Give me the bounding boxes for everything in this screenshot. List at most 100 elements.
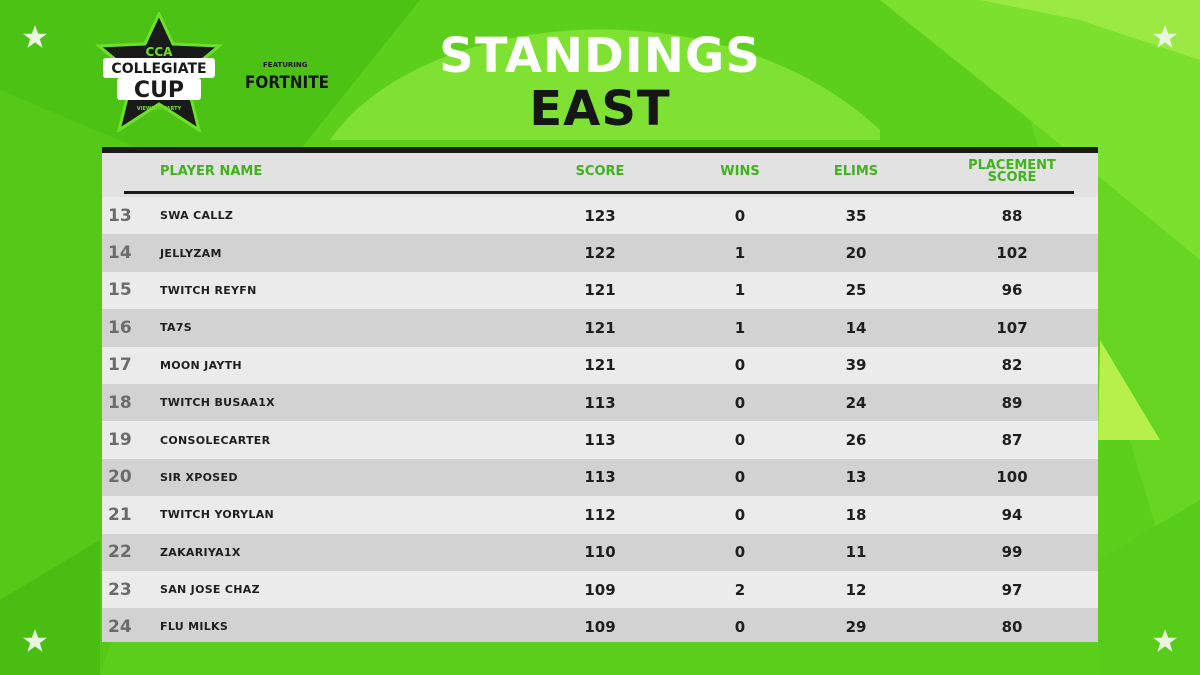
player-name-cell: CONSOLECARTER [160, 433, 271, 447]
fortnite-logo: FEATURING FORTNITE [243, 58, 333, 93]
elims-cell: 24 [845, 393, 867, 412]
score-cell: 123 [584, 206, 616, 225]
placement-score-cell: 97 [1001, 580, 1023, 599]
table-row: 22 ZAKARIYA1X 110 0 11 99 [102, 533, 1098, 571]
column-header-player-name: PLAYER NAME [160, 164, 263, 179]
column-header-wins: WINS [720, 164, 760, 179]
placement-score-cell: 80 [1001, 617, 1023, 636]
svg-text:VIEWING PARTY: VIEWING PARTY [137, 106, 182, 112]
wins-cell: 1 [734, 318, 746, 337]
rank-cell: 18 [108, 392, 132, 413]
region-title: EAST [529, 81, 671, 137]
placement-score-cell: 107 [996, 318, 1028, 337]
column-header-elims: ELIMS [833, 164, 879, 179]
rank-cell: 16 [108, 317, 132, 338]
elims-cell: 35 [845, 206, 867, 225]
table-row: 17 MOON JAYTH 121 0 39 82 [102, 346, 1098, 384]
placement-score-cell: 94 [1001, 505, 1023, 524]
player-name-cell: FLU MILKS [160, 620, 229, 634]
table-row: 23 SAN JOSE CHAZ 109 2 12 97 [102, 570, 1098, 609]
elims-cell: 20 [845, 244, 867, 263]
page-title: STANDINGS [439, 28, 761, 84]
rank-cell: 13 [108, 205, 132, 226]
player-name-cell: TWITCH YORYLAN [160, 508, 275, 522]
title-block: STANDINGS EAST [300, 28, 900, 134]
svg-text:CCA: CCA [146, 45, 174, 59]
player-name-cell: ZAKARIYA1X [160, 545, 241, 559]
table-row: 19 CONSOLECARTER 113 0 26 87 [102, 421, 1098, 459]
column-header-placement-line1: PLACEMENT [968, 158, 1056, 173]
wins-cell: 0 [734, 431, 746, 450]
score-cell: 122 [584, 244, 616, 263]
svg-text:CUP: CUP [134, 78, 184, 103]
rank-cell: 14 [108, 243, 132, 264]
wins-cell: 0 [734, 617, 746, 636]
elims-cell: 12 [845, 580, 867, 599]
table-body: 13 SWA CALLZ 123 0 35 88 14 JELLYZAM 122 1 20 102 15… [102, 197, 1098, 642]
column-header-placement-line2: SCORE [987, 170, 1037, 185]
score-cell: 110 [584, 543, 616, 562]
wins-cell: 1 [734, 281, 746, 300]
column-header-placement-score: PLACEMENT SCORE [957, 153, 1067, 191]
placement-score-cell: 87 [1001, 431, 1023, 450]
svg-text:COLLEGIATE: COLLEGIATE [111, 61, 206, 77]
svg-text:FEATURING: FEATURING [263, 61, 308, 69]
score-cell: 121 [584, 281, 616, 300]
rank-cell: 15 [108, 280, 132, 301]
score-cell: 109 [584, 617, 616, 636]
rank-cell: 17 [108, 355, 132, 376]
wins-cell: 0 [734, 505, 746, 524]
placement-score-cell: 102 [996, 244, 1028, 263]
player-name-cell: TWITCH REYFN [160, 283, 257, 297]
wins-cell: 0 [734, 206, 746, 225]
table-header: PLAYER NAME SCORE WINS ELIMS PLACEMENT S… [102, 153, 1098, 197]
star-icon [1152, 628, 1178, 654]
table-row: 24 FLU MILKS 109 0 29 80 [102, 608, 1098, 642]
score-cell: 121 [584, 318, 616, 337]
wins-cell: 0 [734, 468, 746, 487]
placement-score-cell: 82 [1001, 356, 1023, 375]
wins-cell: 0 [734, 393, 746, 412]
elims-cell: 18 [845, 505, 867, 524]
player-name-cell: MOON JAYTH [160, 358, 242, 372]
score-cell: 113 [584, 468, 616, 487]
placement-score-cell: 96 [1001, 281, 1023, 300]
table-row: 14 JELLYZAM 122 1 20 102 [102, 234, 1098, 272]
table-row: 20 SIR XPOSED 113 0 13 100 [102, 458, 1098, 497]
column-header-score: SCORE [575, 164, 625, 179]
player-name-cell: TWITCH BUSAA1X [160, 396, 275, 410]
player-name-cell: SIR XPOSED [160, 470, 238, 484]
elims-cell: 13 [845, 468, 867, 487]
standings-table: PLAYER NAME SCORE WINS ELIMS PLACEMENT S… [102, 147, 1098, 642]
placement-score-cell: 100 [996, 468, 1028, 487]
player-name-cell: TA7S [160, 321, 192, 335]
table-row: 18 TWITCH BUSAA1X 113 0 24 89 [102, 383, 1098, 422]
table-row: 21 TWITCH YORYLAN 112 0 18 94 [102, 496, 1098, 534]
elims-cell: 25 [845, 281, 867, 300]
elims-cell: 11 [845, 543, 867, 562]
placement-score-cell: 89 [1001, 393, 1023, 412]
wins-cell: 0 [734, 543, 746, 562]
player-name-cell: SAN JOSE CHAZ [160, 583, 260, 597]
cca-logo: CCA COLLEGIATE CUP VIEWING PARTY [95, 10, 223, 134]
rank-cell: 21 [108, 504, 132, 525]
wins-cell: 1 [734, 244, 746, 263]
star-icon [22, 628, 48, 654]
player-name-cell: JELLYZAM [160, 246, 222, 260]
table-row: 13 SWA CALLZ 123 0 35 88 [102, 197, 1098, 235]
score-cell: 113 [584, 431, 616, 450]
star-icon [1152, 24, 1178, 50]
table-row: 16 TA7S 121 1 14 107 [102, 309, 1098, 347]
rank-cell: 24 [108, 616, 132, 637]
elims-cell: 14 [845, 318, 867, 337]
elims-cell: 26 [845, 431, 867, 450]
score-cell: 113 [584, 393, 616, 412]
placement-score-cell: 88 [1001, 206, 1023, 225]
rank-cell: 20 [108, 467, 132, 488]
player-name-cell: SWA CALLZ [160, 209, 234, 223]
rank-cell: 23 [108, 579, 132, 600]
wins-cell: 2 [734, 580, 746, 599]
star-icon [22, 24, 48, 50]
svg-text:FORTNITE: FORTNITE [245, 73, 329, 92]
header-divider [124, 191, 1074, 194]
